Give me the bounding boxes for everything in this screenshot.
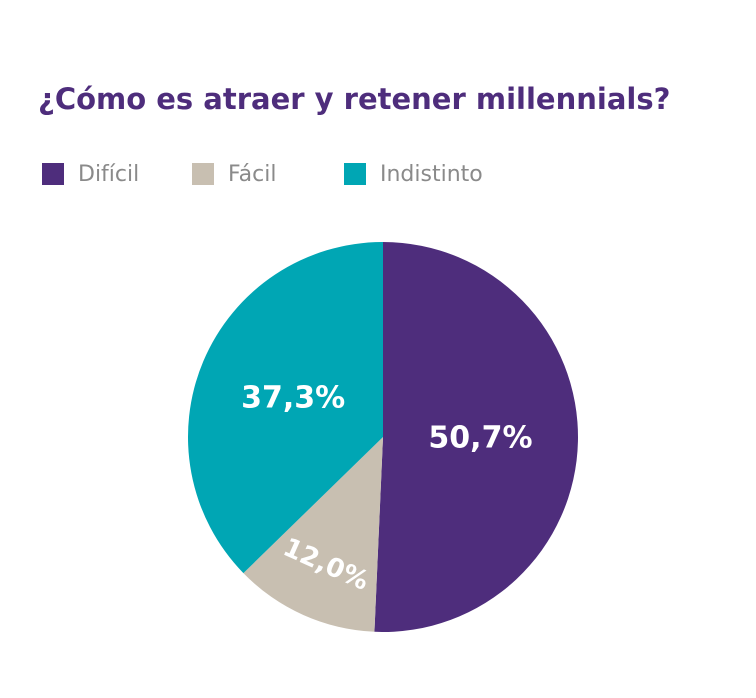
pie-slice	[187, 242, 383, 574]
legend-label: Fácil	[228, 162, 276, 187]
legend-label: Difícil	[78, 162, 139, 187]
legend-swatch	[344, 163, 366, 185]
legend-label: Indistinto	[380, 162, 483, 187]
pie-slice	[243, 437, 383, 632]
legend-swatch	[192, 163, 214, 185]
value-label: 37,3%	[241, 381, 345, 416]
value-label: 50,7%	[428, 421, 532, 456]
chart-title: ¿Cómo es atraer y retener millennials?	[38, 82, 670, 116]
pie-slice	[374, 242, 578, 632]
legend-swatch	[42, 163, 64, 185]
